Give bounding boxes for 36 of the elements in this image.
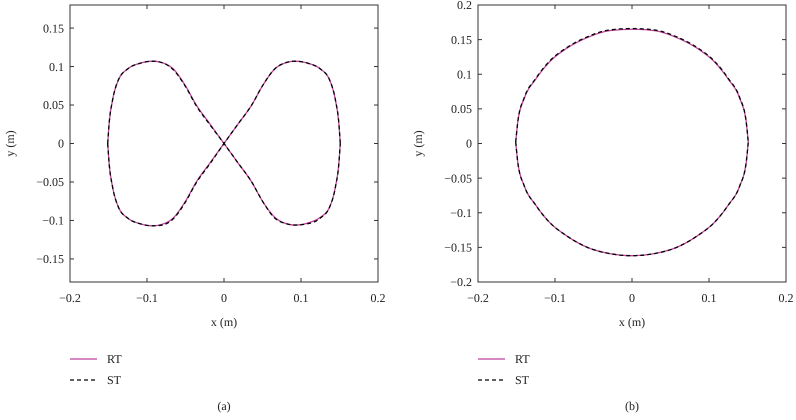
x-tick-label: 0 — [221, 291, 227, 305]
x-axis-title: x (m) — [618, 315, 646, 329]
x-tick-label: 0 — [629, 291, 635, 305]
x-tick-label: 0.1 — [294, 291, 308, 305]
x-tick-label: −0.2 — [467, 291, 489, 305]
x-tick-label: −0.1 — [544, 291, 566, 305]
y-tick-label: 0 — [466, 136, 472, 151]
y-axis-title: y (m) — [411, 130, 425, 157]
y-tick-label: 0.1 — [457, 67, 472, 82]
y-tick-label: 0.05 — [43, 98, 64, 112]
text: (b) — [625, 399, 639, 413]
y-tick-label: −0.15 — [36, 252, 64, 266]
y-tick-label: −0.15 — [444, 240, 472, 255]
y-tick-label: −0.05 — [444, 171, 472, 186]
x-tick-label: −0.2 — [59, 291, 81, 305]
legend-label: ST — [515, 373, 530, 388]
x-tick-label: 0.2 — [778, 291, 794, 305]
y-tick-label: −0.1 — [450, 206, 472, 220]
y-tick-label: −0.2 — [450, 275, 472, 290]
legend-label: RT — [107, 352, 122, 366]
y-tick-label: 0.2 — [457, 0, 472, 12]
x-tick-label: 0.2 — [370, 291, 386, 305]
y-tick-label: 0 — [58, 136, 64, 151]
y-tick-label: 0.1 — [49, 60, 64, 74]
y-tick-label: 0.15 — [451, 32, 472, 47]
x-tick-label: −0.1 — [136, 291, 158, 305]
y-tick-label: −0.05 — [36, 175, 64, 190]
y-tick-label: 0.05 — [451, 102, 472, 116]
x-tick-label: 0.1 — [702, 291, 716, 305]
text: (a) — [217, 399, 231, 413]
x-axis-title: x (m) — [210, 315, 238, 329]
y-axis-title: y (m) — [3, 130, 17, 157]
y-tick-label: −0.1 — [42, 214, 64, 228]
y-tick-label: 0.15 — [43, 21, 64, 36]
legend-label: RT — [515, 352, 530, 366]
legend-label: ST — [107, 373, 122, 388]
